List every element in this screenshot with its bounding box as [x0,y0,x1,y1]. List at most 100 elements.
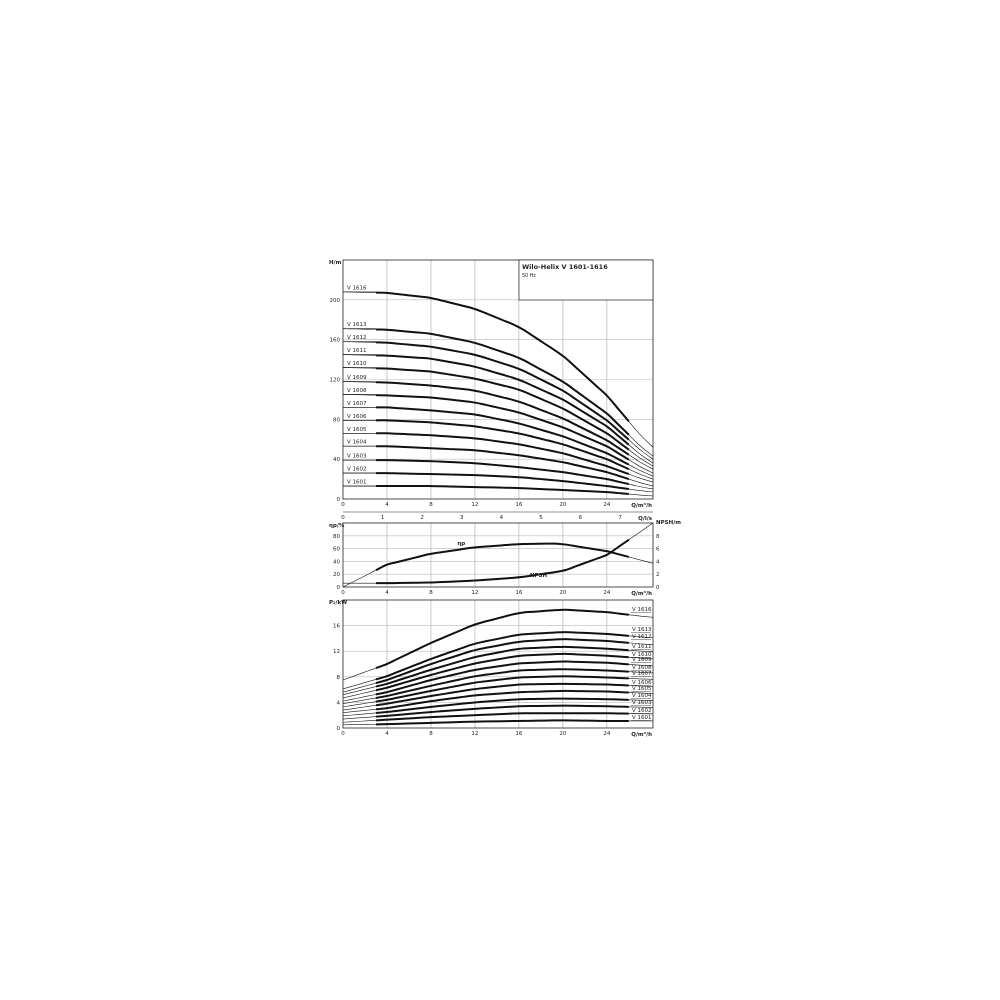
series-label: V 1606 [632,680,652,686]
y-tick-label: 40 [333,559,340,565]
series-label: V 1601 [347,480,367,486]
power-curve-line-operating [375,608,629,669]
power-curve-line-operating [375,645,629,688]
head-curve-line-operating [375,354,630,446]
y-axis-label: ηp/% [329,523,345,529]
x2-tick-label: 0 [341,515,345,521]
x2-tick-label: 7 [618,515,622,521]
npsh-curve-line-operating [375,538,630,585]
head-curve-line-operating [375,406,630,466]
series-label: V 1602 [632,708,652,714]
y-tick-label: 4 [337,700,341,706]
series-label: V 1608 [632,665,652,671]
x-tick-label: 24 [603,590,610,596]
head-curve-line-operating [375,381,630,456]
efficiency-curve-line-operating [375,542,630,572]
x2-tick-label: 2 [420,515,424,521]
head-curve-line-operating [375,328,630,436]
y-tick-label: 0 [337,726,341,732]
series-label: V 1613 [347,322,367,328]
power-curve-line-operating [375,697,629,714]
x-tick-label: 4 [385,590,389,596]
head-curve-line-operating [375,459,630,486]
x-tick-label: 20 [559,731,566,737]
y2-tick-label: 4 [656,559,660,565]
series-label: V 1603 [632,700,652,706]
head-curve-line-operating [375,291,630,422]
x-tick-label: 8 [429,590,433,596]
power-curve-line-operating [375,631,629,681]
x-tick-label: 0 [341,731,345,737]
npsh-label: NPSH [530,573,548,579]
power-curve-line-operating [375,652,629,692]
head-curve-line-operating [375,367,630,451]
power-curve-line-operating [375,704,629,718]
x-tick-label: 16 [515,502,522,508]
series-label: V 1612 [632,634,652,640]
title-box: Wilo-Helix V 1601-1616 50 Hz [518,259,654,301]
x-tick-label: 20 [559,502,566,508]
x-tick-label: 12 [471,731,478,737]
plot-frame [342,599,654,729]
y-axis-label: H/m [329,260,342,266]
efficiency-label: ηp [457,541,465,547]
chart-title: Wilo-Helix V 1601-1616 [522,263,608,271]
x-axis-label: Q/m³/h [631,590,652,597]
efficiency-npsh-chart: 0 4 8 12 16 20 24020406080ηp/%Q/m³/h02468NPSH/… [329,520,681,597]
y2-tick-label: 0 [656,585,660,591]
y-tick-label: 0 [337,585,341,591]
series-label: V 1612 [347,335,367,341]
series-label: V 1608 [347,388,367,394]
power-curve-line-operating [375,712,629,722]
head-curve-line-operating [375,341,630,441]
series-label: V 1605 [632,686,652,692]
x2-tick-label: 6 [579,515,583,521]
series-label: V 1609 [347,375,367,381]
series-label: V 1616 [632,607,652,613]
y-axis-label: P₂/kW [329,600,347,606]
x-tick-label: 24 [603,502,610,508]
series-label: V 1601 [632,715,652,721]
head-curve-line-operating [375,432,630,476]
head-curve-line-operating [375,419,630,471]
head-curve-line-operating [375,445,630,481]
head-curve-line-operating [375,472,629,491]
plot-frame [342,259,654,500]
x-tick-label: 4 [385,731,389,737]
y-tick-label: 120 [330,378,341,384]
x-tick-label: 0 [341,502,345,508]
power-curve-line-operating [375,675,629,703]
series-label: V 1604 [632,693,652,699]
series-label: V 1611 [632,644,652,650]
y-tick-label: 12 [333,649,340,655]
x2-tick-label: 1 [381,515,385,521]
x-tick-label: 0 [341,590,345,596]
x-axis-label: Q/m³/h [631,502,652,509]
y-tick-label: 0 [337,497,341,503]
power-chart: 0 4 8 12 16 20 24 0 4 8 12 16 P₂/kW Q/m³/h V 1616 V 161… [329,599,654,738]
x2-tick-label: 4 [500,515,504,521]
head-curve-line-operating [375,394,630,461]
series-label: V 1610 [632,652,652,658]
x-tick-label: 4 [385,502,389,508]
y-tick-label: 40 [333,457,340,463]
y2-tick-label: 2 [656,572,660,578]
title-box-frame [518,259,654,301]
series-label: V 1606 [347,414,367,420]
power-curve-line-operating [375,689,629,711]
y-tick-label: 200 [330,298,341,304]
power-curve-line-operating [375,638,629,685]
plot-frame [342,522,654,588]
y-tick-label: 20 [333,572,340,578]
head-curve-line-operating [375,485,629,496]
x-axis-label: Q/m³/h [631,731,652,738]
x-tick-label: 8 [429,731,433,737]
x-tick-label: 12 [471,502,478,508]
series-label: V 1616 [347,285,367,291]
y-tick-label: 16 [333,624,340,630]
chart-subtitle: 50 Hz [522,273,536,279]
x-tick-label: 12 [471,590,478,596]
y-tick-label: 60 [333,547,340,553]
